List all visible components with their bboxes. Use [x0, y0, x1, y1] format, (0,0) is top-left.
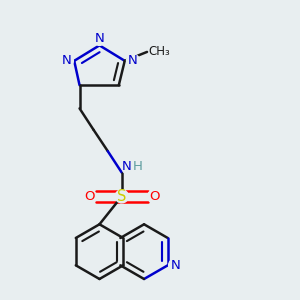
- Text: N: N: [170, 259, 180, 272]
- Circle shape: [93, 32, 106, 45]
- Circle shape: [83, 190, 96, 203]
- Text: N: N: [121, 160, 131, 172]
- Text: CH₃: CH₃: [148, 45, 170, 58]
- Text: S: S: [117, 189, 127, 204]
- Text: O: O: [84, 190, 94, 203]
- Text: N: N: [94, 32, 104, 45]
- Text: N: N: [128, 54, 138, 67]
- Circle shape: [169, 259, 182, 272]
- Circle shape: [60, 54, 73, 68]
- Circle shape: [148, 190, 161, 203]
- Text: N: N: [62, 54, 72, 67]
- Circle shape: [122, 157, 140, 175]
- Circle shape: [115, 190, 128, 203]
- Text: O: O: [149, 190, 159, 203]
- Text: H: H: [132, 160, 142, 172]
- Circle shape: [127, 54, 140, 68]
